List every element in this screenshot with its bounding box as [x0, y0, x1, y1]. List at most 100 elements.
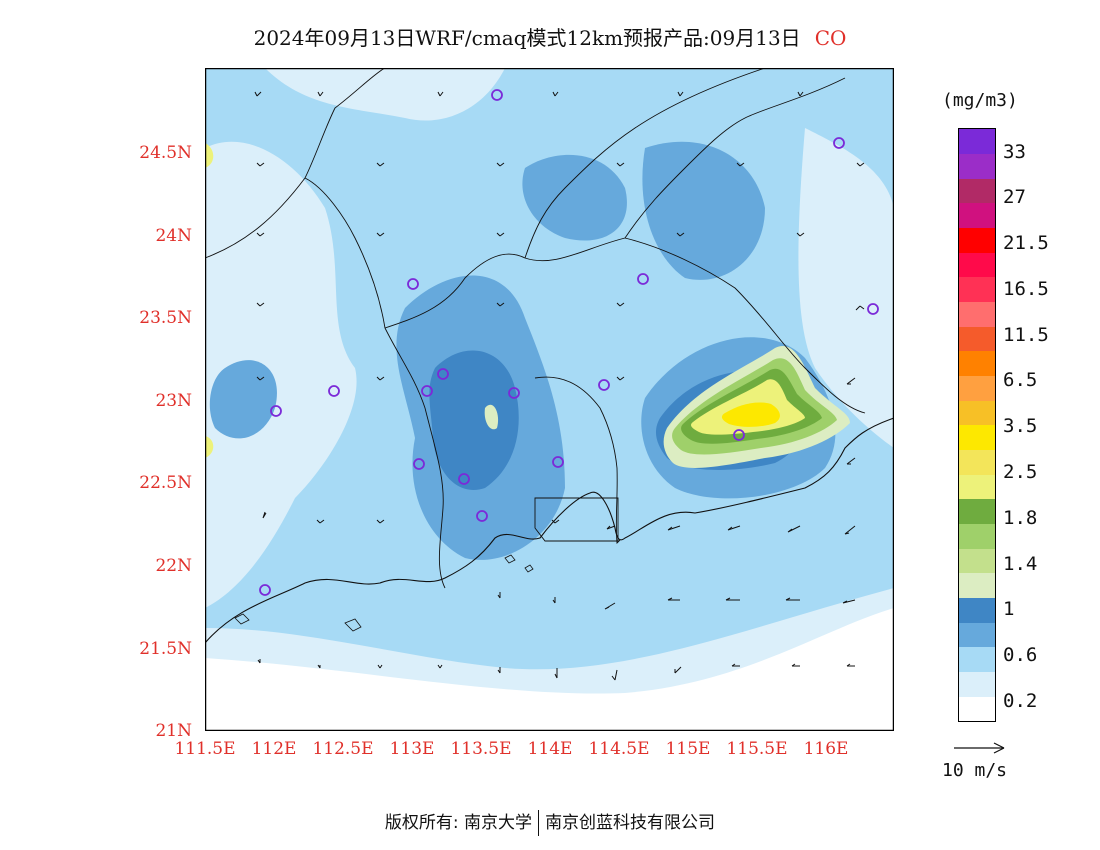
co-concentration-map: [205, 68, 894, 731]
pollutant-label: CO: [814, 26, 847, 50]
y-tick-label: 22N: [155, 556, 192, 576]
wind-arrow: [844, 525, 856, 535]
coast-islands: [234, 554, 534, 632]
colorbar-segment: [959, 449, 995, 475]
station-marker: [833, 137, 845, 149]
wind-arrow: [842, 599, 856, 604]
x-tick-label: 116E: [803, 739, 849, 759]
x-tick-label: 112.5E: [312, 739, 374, 759]
wind-arrow: [376, 162, 385, 167]
colorbar-segment: [959, 203, 995, 229]
wind-arrow: [437, 664, 443, 669]
colorbar-segment: [959, 425, 995, 451]
y-tick-label: 22.5N: [139, 473, 192, 493]
coastline: [205, 417, 894, 644]
wind-arrow: [674, 666, 682, 674]
station-markers: [259, 89, 879, 596]
wind-arrow: [256, 162, 265, 167]
wind-arrow: [376, 232, 385, 237]
station-marker: [637, 273, 649, 285]
station-marker: [413, 458, 425, 470]
colorbar-segment: [959, 548, 995, 574]
wind-arrow: [437, 91, 444, 97]
wind-vectors: [254, 91, 865, 681]
colorbar-label: 1: [1003, 598, 1015, 620]
colorbar-segment: [959, 301, 995, 327]
wind-arrow: [551, 519, 560, 524]
wind-arrow: [496, 302, 505, 307]
station-marker: [491, 89, 503, 101]
wind-arrow: [791, 663, 800, 667]
wind-arrow: [676, 232, 685, 237]
map-title: 2024年09月13日WRF/cmaq模式12km预报产品:09月13日 CO: [0, 22, 1100, 51]
wind-arrow: [846, 457, 856, 465]
colorbar-label: 3.5: [1003, 415, 1038, 437]
colorbar-segment: [959, 129, 995, 155]
low-band-north: [265, 68, 505, 121]
wind-arrow: [497, 667, 501, 674]
wind-arrow: [317, 664, 321, 669]
y-tick-label: 21.5N: [139, 639, 192, 659]
colorbar-segment: [959, 375, 995, 401]
wind-arrow: [377, 664, 383, 669]
wind-arrow: [616, 376, 625, 381]
colorbar-segment: [959, 326, 995, 352]
wind-arrow: [496, 162, 505, 167]
wind-arrow: [606, 525, 616, 530]
wind-arrow: [317, 91, 324, 97]
station-marker: [437, 368, 449, 380]
wind-arrow: [616, 302, 625, 307]
map-frame: [205, 68, 894, 731]
wind-arrow: [846, 663, 855, 667]
wind-arrow: [667, 597, 680, 601]
colorbar-segment: [959, 573, 995, 599]
colorbar-label: 0.2: [1003, 690, 1038, 712]
wind-arrow: [554, 668, 558, 679]
station-marker: [328, 385, 340, 397]
colorbar-segment: [959, 153, 995, 179]
wind-arrow: [856, 162, 865, 167]
wind-arrow: [855, 305, 865, 311]
wind-reference-arrow: [954, 742, 1005, 754]
colorbar-label: 1.8: [1003, 507, 1038, 529]
y-tick-label: 21N: [155, 721, 192, 741]
station-marker: [508, 387, 520, 399]
colorbar-label: 0.6: [1003, 644, 1038, 666]
plume-west-small: [484, 404, 499, 430]
low-band-east: [798, 128, 894, 448]
colorbar-segment: [959, 696, 995, 722]
station-marker: [458, 473, 470, 485]
y-tick-label: 24.5N: [139, 143, 192, 163]
x-tick-label: 111.5E: [174, 739, 236, 759]
colorbar-segment: [959, 252, 995, 278]
copyright-left: 版权所有: 南京大学: [384, 813, 533, 833]
colorbar-segment: [959, 277, 995, 303]
y-tick-label: 24N: [155, 226, 192, 246]
wind-arrow: [667, 525, 681, 531]
province-boundary-4: [524, 68, 766, 259]
x-tick-label: 114E: [527, 739, 573, 759]
wind-arrow: [677, 91, 684, 97]
station-marker: [867, 303, 879, 315]
wind-arrow: [254, 91, 262, 97]
station-marker: [733, 429, 745, 441]
footer-divider: [538, 810, 540, 836]
hotspot-west-2: [205, 436, 214, 458]
wind-arrow: [496, 232, 505, 237]
wind-arrow: [846, 377, 856, 385]
colorbar-segment: [959, 499, 995, 525]
x-tick-label: 113.5E: [450, 739, 512, 759]
x-tick-label: 113E: [389, 739, 435, 759]
colorbar-segment: [959, 474, 995, 500]
colorbar: [958, 128, 996, 722]
copyright-right: 南京创蓝科技有限公司: [545, 813, 716, 833]
colorbar-label: 33: [1003, 141, 1026, 163]
title-text: 2024年09月13日WRF/cmaq模式12km预报产品:09月13日: [253, 26, 801, 50]
station-marker: [407, 278, 419, 290]
shenzhen-box: [534, 497, 619, 542]
province-boundary-5: [624, 77, 846, 239]
wind-arrow: [262, 511, 267, 519]
province-boundary-2: [304, 177, 446, 589]
colorbar-segment: [959, 622, 995, 648]
colorbar-segment: [959, 523, 995, 549]
